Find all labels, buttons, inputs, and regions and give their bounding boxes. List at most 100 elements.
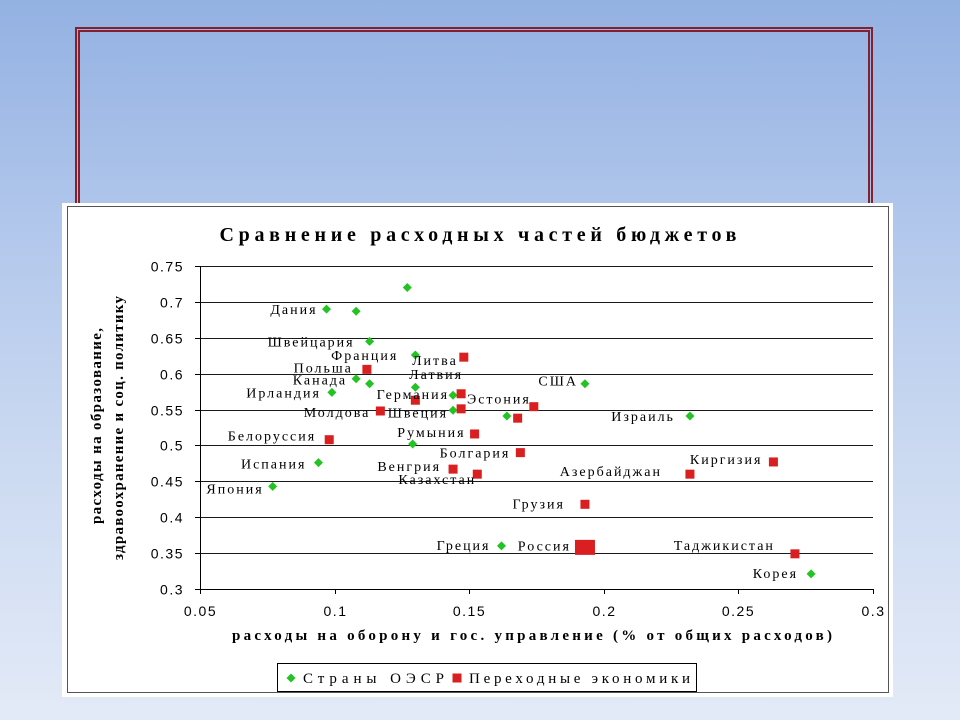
data-point-diamond [448,405,458,415]
data-point-diamond [322,304,332,314]
data-point-diamond [408,439,418,449]
data-point-diamond [806,569,816,579]
data-point-square [515,448,525,458]
y-tick-label: 0.65 [151,331,184,347]
data-label: Швейцария [268,335,355,350]
data-label: Белоруссия [228,430,316,445]
data-label: Швеция [388,406,448,421]
data-label: США [538,375,578,390]
data-point-diamond [502,411,512,421]
legend-marker-diamond [286,673,296,683]
data-label: Болгария [440,447,511,462]
data-label: Израиль [611,410,675,425]
x-tick-label: 0.05 [184,603,217,619]
data-point-diamond [268,481,278,491]
data-label: Таджикистан [674,539,775,554]
y-tick-label: 0.75 [151,259,184,275]
data-point-square [362,364,372,374]
y-tick-label: 0.6 [160,367,184,383]
x-tick-label: 0.3 [862,603,886,619]
data-point-diamond [685,411,695,421]
data-label: Россия [518,539,571,554]
data-label: Франция [331,349,398,364]
data-label: Ирландия [246,386,321,401]
y-tick-label: 0.7 [160,295,184,311]
data-point-diamond [327,387,337,397]
data-point-diamond [313,458,323,468]
data-point-diamond [448,390,458,400]
y-tick-label: 0.35 [151,546,184,562]
gridlines [200,266,873,554]
data-point-square [685,469,695,479]
legend-marker-square [452,673,462,683]
data-point-square-large [574,539,595,555]
x-tick-label: 0.15 [453,603,486,619]
legend: Страны ОЭСР Переходные экономики [277,663,697,692]
legend-box [277,663,697,692]
series-2-markers [324,352,800,559]
x-tick-label: 0.2 [593,603,617,619]
data-label: Дания [270,303,317,318]
data-point-square [790,549,800,559]
data-point-diamond [580,379,590,389]
data-point-square [470,429,480,439]
data-point-square [456,389,466,399]
data-point-square [472,469,482,479]
data-point-diamond [365,336,375,346]
data-point-diamond [402,283,412,293]
y-tick-label: 0.3 [160,582,184,598]
data-label: Казахстан [398,473,476,488]
x-tick-label: 0.1 [324,603,348,619]
x-tick-label: 0.25 [722,603,755,619]
data-label: Латвия [409,368,463,383]
data-point-square [580,499,590,509]
data-label: Польша [294,361,353,376]
data-point-diamond [351,306,361,316]
y-tick-label: 0.5 [160,438,184,454]
series-1-markers [268,283,816,579]
data-point-square [410,395,420,405]
data-point-square [513,413,523,423]
data-label: Литва [412,354,458,369]
data-point-square [459,352,469,362]
y-axis-label-line-1: расходы на образование, [89,328,105,524]
data-label: Венгрия [377,460,441,475]
data-point-square [324,435,334,445]
x-axis-label: расходы на оборону и гос. управление (% … [232,628,832,644]
data-point-diamond [497,541,507,551]
data-point-square [456,404,466,414]
data-markers [268,283,816,579]
y-tick-labels: 0.3 0.35 0.4 0.45 0.5 0.55 0.6 0.65 0.7 0.75 [151,259,184,598]
data-point-diamond [410,382,420,392]
data-point-diamond [410,350,420,360]
data-label: Румыния [397,426,465,441]
data-label: Япония [206,482,263,497]
data-label: Испания [241,458,306,473]
data-point-diamond [365,379,375,389]
axes [195,266,874,594]
chart-title: Сравнение расходных частей бюджетов [220,224,737,246]
y-tick-label: 0.45 [151,474,184,490]
legend-label-series-1: Страны ОЭСР [303,671,444,687]
data-label: Корея [753,567,798,582]
data-label: Киргизия [690,453,763,468]
data-label: Молдова [304,406,371,421]
chart-border [67,206,889,693]
data-label: Грузия [512,497,565,512]
data-label: Германия [377,388,449,403]
x-tick-labels: 0.05 0.1 0.15 0.2 0.25 0.3 [184,603,886,619]
data-point-square [768,457,778,467]
data-point-square [529,402,539,412]
y-tick-label: 0.55 [151,403,184,419]
data-label: Эстония [467,393,531,408]
data-label: Азербайджан [560,465,662,480]
data-point-square [448,464,458,474]
data-label: Греция [437,539,491,554]
y-tick-label: 0.4 [160,510,184,526]
data-point-square [375,406,385,416]
data-point-diamond [351,374,361,384]
data-label: Канада [293,374,347,389]
